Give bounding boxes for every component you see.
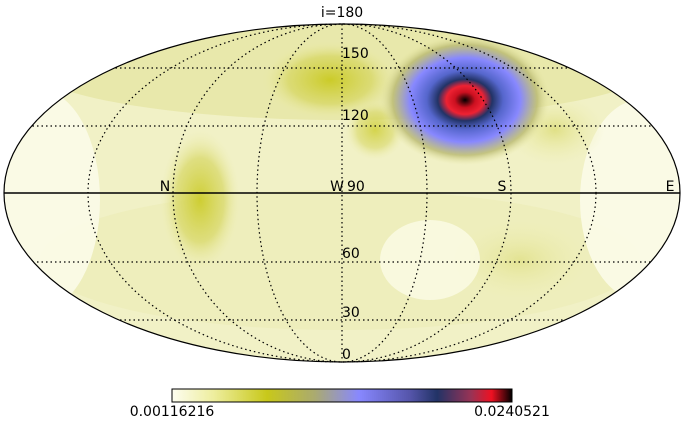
inclination-label-120: 120 <box>342 108 369 124</box>
azimuth-label-e: E <box>666 179 675 195</box>
colorbar-max-label: 0.0240521 <box>474 404 550 420</box>
colorbar <box>171 388 513 403</box>
inclination-label-150: 150 <box>342 46 369 62</box>
azimuth-label-w: W <box>330 179 344 195</box>
map-title: i=180 <box>321 5 363 21</box>
inclination-label-0: 0 <box>342 347 351 363</box>
azimuth-label-s: S <box>498 179 507 195</box>
azimuth-label-n: N <box>160 179 170 195</box>
map-outline <box>3 23 681 363</box>
inclination-label-60: 60 <box>342 246 360 262</box>
inclination-label-30: 30 <box>342 305 360 321</box>
inclination-label-90: 90 <box>347 179 365 195</box>
colorbar-min-label: 0.00116216 <box>130 404 215 420</box>
